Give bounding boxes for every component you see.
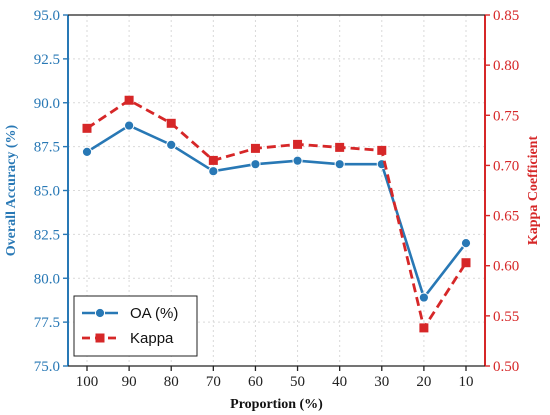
kappa-point — [377, 145, 387, 155]
left-tick-label: 92.5 — [34, 52, 60, 68]
right-tick-label: 0.50 — [493, 359, 519, 375]
kappa-point — [461, 258, 471, 268]
x-tick-label: 90 — [122, 374, 137, 390]
legend-oa-marker — [94, 307, 106, 319]
x-tick-label: 40 — [332, 374, 347, 390]
kappa-point — [124, 95, 134, 105]
legend: OA (%) Kappa — [73, 295, 198, 357]
left-tick-label: 77.5 — [34, 315, 60, 331]
x-tick-label: 60 — [248, 374, 263, 390]
left-tick-label: 90.0 — [34, 96, 60, 112]
oa-point — [208, 166, 219, 177]
kappa-point — [419, 323, 429, 333]
oa-point — [81, 146, 93, 157]
x-tick-label: 100 — [76, 374, 99, 390]
oa-line — [86, 124, 468, 301]
right-tick-label: 0.60 — [493, 259, 519, 275]
oa-point — [460, 238, 472, 249]
right-tick-label: 0.75 — [493, 108, 519, 124]
kappa-point — [293, 139, 303, 149]
right-tick-label: 0.65 — [493, 209, 519, 225]
legend-kappa-label: Kappa — [130, 330, 174, 347]
kappa-point — [166, 118, 176, 128]
oa-point — [292, 155, 303, 166]
kappa-point — [335, 142, 345, 152]
oa-point — [334, 159, 345, 170]
series-layer — [81, 95, 472, 333]
x-tick-label: 30 — [374, 374, 389, 390]
kappa-point — [250, 143, 260, 153]
oa-point — [418, 292, 429, 303]
x-tick-label: 50 — [290, 374, 305, 390]
axes-layer: 75.0 77.5 80.0 82.5 85.0 87.5 90.0 92.5 95.0 0.50… — [34, 8, 520, 390]
right-tick-label: 0.80 — [493, 58, 519, 74]
left-tick-label: 82.5 — [34, 227, 60, 243]
x-tick-label: 10 — [459, 374, 474, 390]
left-tick-label: 75.0 — [34, 359, 60, 375]
x-tick-label: 70 — [206, 374, 221, 390]
legend-oa-label: OA (%) — [130, 305, 178, 322]
right-tick-label: 0.85 — [493, 8, 519, 24]
y-right-axis-title: Kappa Coefficient — [526, 136, 541, 246]
oa-point — [124, 120, 135, 131]
x-tick-label: 80 — [164, 374, 179, 390]
grid-layer — [68, 14, 485, 367]
legend-kappa-marker — [95, 333, 105, 343]
kappa-point — [82, 123, 92, 133]
x-axis-title: Proportion (%) — [230, 397, 323, 412]
oa-point — [250, 159, 261, 170]
x-tick-label: 20 — [416, 374, 431, 390]
left-tick-label: 95.0 — [34, 8, 60, 24]
left-tick-label: 80.0 — [34, 271, 60, 287]
kappa-line — [86, 98, 468, 332]
left-tick-label: 87.5 — [34, 140, 60, 156]
kappa-point — [208, 155, 218, 165]
legend-box — [73, 295, 198, 357]
oa-point — [166, 139, 177, 150]
left-tick-label: 85.0 — [34, 184, 60, 200]
right-tick-label: 0.55 — [493, 309, 519, 325]
y-left-axis-title: Overall Accuracy (%) — [4, 124, 19, 256]
right-tick-label: 0.70 — [493, 158, 519, 174]
